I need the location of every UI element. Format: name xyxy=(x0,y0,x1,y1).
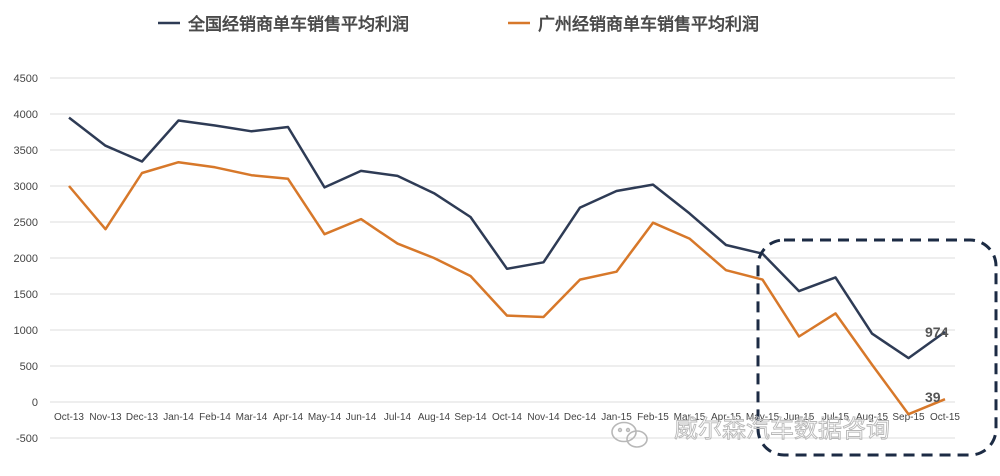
legend-label-national: 全国经销商单车销售平均利润 xyxy=(187,14,409,35)
x-axis-ticks: Oct-13 Nov-13 Dec-13 Jan-14 Feb-14 Mar-14 Apr-… xyxy=(54,412,960,423)
x-tick-label: May-14 xyxy=(308,412,342,423)
watermark: 威尔森汽车数据咨询 xyxy=(611,415,890,448)
series-line-national xyxy=(68,116,946,360)
series-line-guangzhou xyxy=(68,160,946,416)
y-tick-label: 1500 xyxy=(14,289,38,301)
wechat-icon xyxy=(611,421,648,448)
x-tick-label: Jan-14 xyxy=(163,412,194,423)
y-tick-label: 0 xyxy=(32,397,38,409)
series-lines xyxy=(68,116,946,416)
legend-label-guangzhou: 广州经销商单车销售平均利润 xyxy=(538,14,759,35)
y-axis-ticks: -500 0 500 1000 1500 2000 2500 3000 3500 4000 4500 xyxy=(14,73,38,445)
x-tick-label: Nov-14 xyxy=(527,412,560,423)
x-tick-label: Feb-14 xyxy=(199,412,231,423)
watermark-text: 威尔森汽车数据咨询 xyxy=(674,415,890,443)
x-tick-label: Jul-15 xyxy=(822,412,850,423)
x-tick-label: May-15 xyxy=(746,412,780,423)
x-tick-label: Aug-15 xyxy=(856,412,889,423)
y-tick-label: 3500 xyxy=(14,145,38,157)
x-tick-label: Sep-14 xyxy=(454,412,487,423)
y-tick-label: -500 xyxy=(16,433,38,445)
x-tick-label: Jun-15 xyxy=(784,412,815,423)
x-tick-label: Jan-15 xyxy=(601,412,632,423)
x-tick-label: Aug-14 xyxy=(418,412,451,423)
y-tick-label: 500 xyxy=(20,361,38,373)
x-tick-label: Dec-13 xyxy=(126,412,159,423)
x-tick-label: Jul-14 xyxy=(384,412,412,423)
data-label-guangzhou: 39 xyxy=(925,389,941,405)
y-tick-label: 4000 xyxy=(14,109,38,121)
data-label-national: 974 xyxy=(925,324,949,340)
highlight-box xyxy=(756,238,998,457)
x-tick-label: Oct-14 xyxy=(492,412,522,423)
legend: 全国经销商单车销售平均利润 广州经销商单车销售平均利润 xyxy=(158,14,759,35)
y-tick-label: 4500 xyxy=(14,73,38,85)
x-tick-label: Apr-14 xyxy=(273,412,303,423)
gridlines xyxy=(50,77,955,439)
x-tick-label: Apr-15 xyxy=(711,412,741,423)
x-tick-label: Feb-15 xyxy=(637,412,669,423)
y-tick-label: 2000 xyxy=(14,253,38,265)
y-tick-label: 1000 xyxy=(14,325,38,337)
y-tick-label: 2500 xyxy=(14,217,38,229)
x-tick-label: Sep-15 xyxy=(892,412,925,423)
x-tick-label: Oct-13 xyxy=(54,412,84,423)
x-tick-label: Dec-14 xyxy=(564,412,597,423)
x-tick-label: Mar-15 xyxy=(674,412,706,423)
data-labels: 974 39 xyxy=(925,324,949,405)
y-tick-label: 3000 xyxy=(14,181,38,193)
x-tick-label: Oct-15 xyxy=(930,412,960,423)
x-tick-label: Mar-14 xyxy=(236,412,268,423)
x-tick-label: Jun-14 xyxy=(346,412,377,423)
x-tick-label: Nov-13 xyxy=(89,412,122,423)
